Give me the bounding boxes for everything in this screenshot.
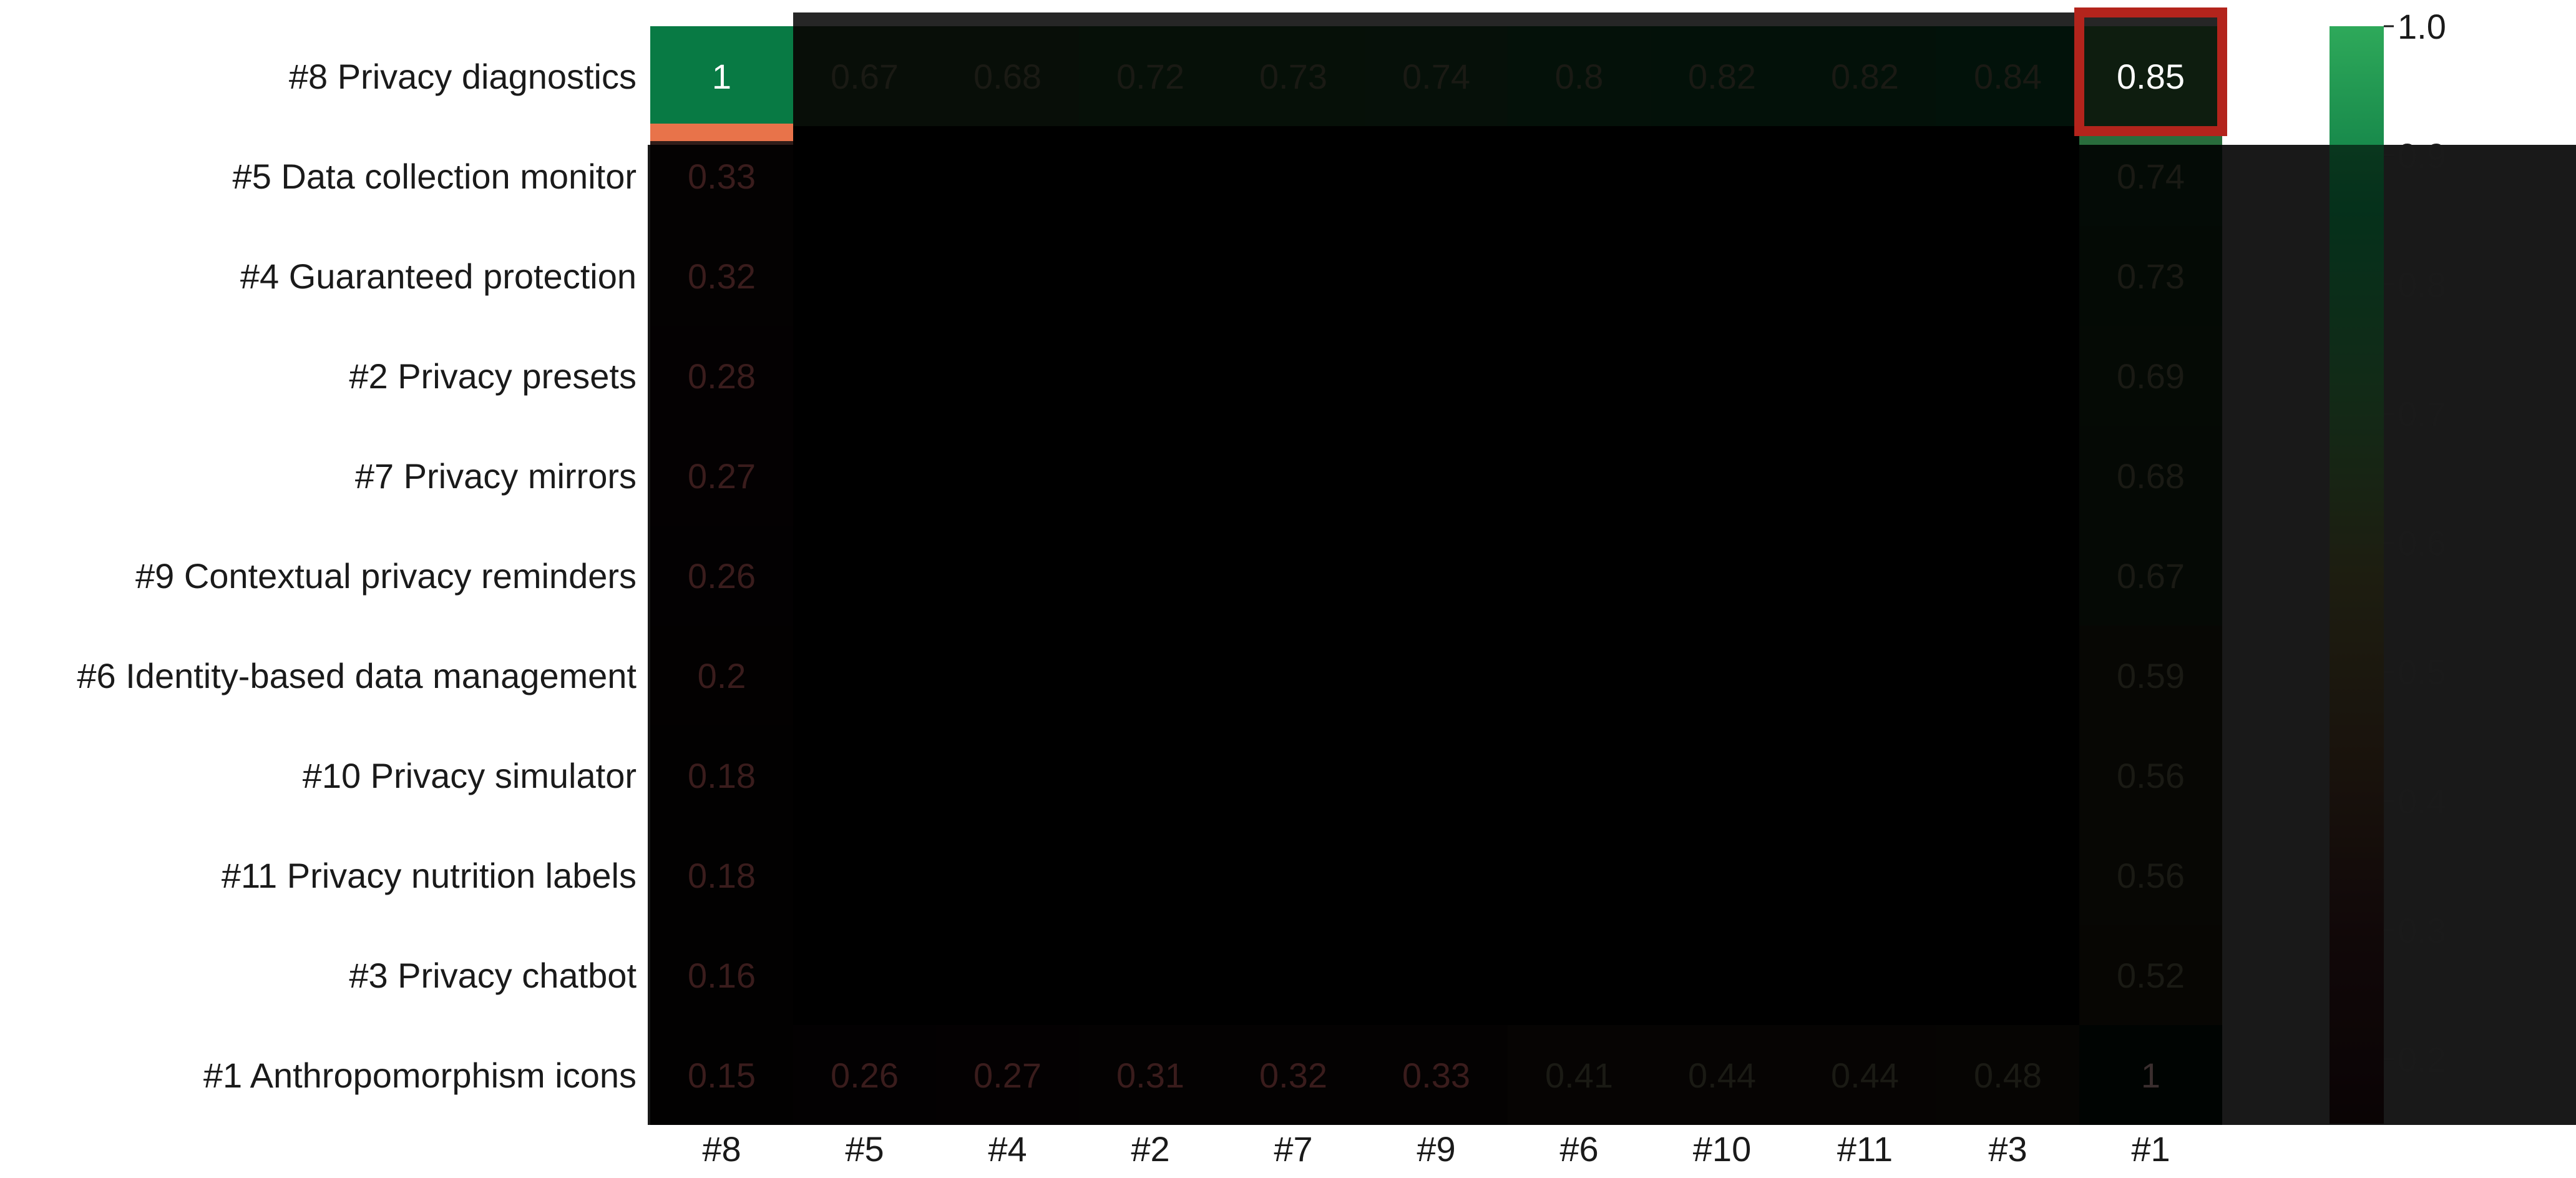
cell-value-label: 0.41 [1545,1056,1613,1095]
colorbar-tick-label: 0.5 [2398,652,2446,692]
cell-value-label: 0.69 [2117,356,2185,396]
row-label: #3 Privacy chatbot [349,956,637,995]
column-label: #2 [1131,1129,1169,1169]
cell-value-label: 0.85 [2117,57,2185,96]
row-label: #5 Data collection monitor [233,157,637,196]
cell-value-label: 0.59 [2117,656,2185,695]
cell-value-label: 0.26 [831,1056,899,1095]
column-labels: #8 #5 #4 #2 #7 #9 #6 #10 #11 #3 #1 [702,1129,2170,1169]
cell-value-label: 0.32 [688,257,756,296]
cell-value-label: 0.72 [1116,57,1184,96]
row-label: #8 Privacy diagnostics [289,57,637,96]
cell-value-label: 0.67 [831,57,899,96]
cell-value-label: 0.84 [1974,57,2042,96]
column-label: #3 [1988,1129,2027,1169]
cell-value-label: 0.27 [973,1056,1042,1095]
cell-value-label: 0.18 [688,856,756,895]
column-label: #4 [988,1129,1027,1169]
row-label: #9 Contextual privacy reminders [135,556,637,596]
cell-value-label: 0.15 [688,1056,756,1095]
column-label: #9 [1417,1129,1455,1169]
cell-value-label: 0.27 [688,456,756,496]
colorbar-tick-label: 0.6 [2398,523,2446,562]
cell-value-label: 0.2 [698,656,746,695]
dark-overlay [793,126,2079,988]
row-labels: #8 Privacy diagnostics #5 Data collection… [77,57,637,1095]
dark-overlays [648,12,2576,1125]
column-label: #6 [1559,1129,1598,1169]
colorbar-tick-label: 0.8 [2398,265,2446,305]
cell-value-label: 0.18 [688,756,756,795]
row-label: #4 Guaranteed protection [240,257,637,296]
cell-value-label: 0.16 [688,956,756,995]
highlight-layer [2074,7,2227,136]
column-label: #8 [702,1129,741,1169]
column-label: #11 [1837,1129,1893,1169]
row-label: #7 Privacy mirrors [355,456,637,496]
row-label: #6 Identity-based data management [77,656,637,695]
highlight-border [2074,7,2227,136]
cell-value-label: 0.52 [2117,956,2185,995]
heatmap-cell [650,26,793,126]
colorbar-tick-label: 0.7 [2398,394,2446,433]
cell-value-label: 0.44 [1688,1056,1756,1095]
cell-value-label: 0.28 [688,356,756,396]
row-label: #10 Privacy simulator [303,756,637,795]
cell-value-label: 0.33 [1402,1056,1470,1095]
cell-value-label: 0.68 [973,57,1042,96]
cell-value-label: 0.8 [1555,57,1604,96]
colorbar-tick-label: 0.3 [2398,911,2446,950]
cell-value-label: 0.56 [2117,756,2185,795]
cell-value-label: 0.32 [1259,1056,1327,1095]
cell-value-label: 0.44 [1831,1056,1899,1095]
cell-value-label: 0.82 [1688,57,1756,96]
cell-value-label: 1 [712,57,731,96]
column-label: #1 [2131,1129,2170,1169]
colorbar-tick-label: 0.4 [2398,782,2446,821]
colorbar-overlay [2330,145,2384,1124]
cell-value-label: 1 [2141,1056,2160,1095]
dark-overlay [793,12,2222,126]
column-label: #10 [1693,1129,1751,1169]
column-label: #5 [845,1129,884,1169]
column-label: #7 [1274,1129,1312,1169]
cell-value-label: 0.56 [2117,856,2185,895]
cell-value-label: 0.74 [2117,157,2185,196]
cell-value-label: 0.73 [1259,57,1327,96]
cell-value-label: 0.48 [1974,1056,2042,1095]
row-label: #1 Anthropomorphism icons [203,1056,637,1095]
accent-strip [650,124,793,141]
cell-value-label: 0.33 [688,157,756,196]
cell-value-label: 0.68 [2117,456,2185,496]
cell-value-label: 0.31 [1116,1056,1184,1095]
cell-value-label: 0.73 [2117,257,2185,296]
cell-value-label: 0.74 [1402,57,1470,96]
cell-value-labels: 1 0.67 0.68 0.72 0.73 0.74 0.8 0.82 0.82 0.84 0.85… [688,57,2185,1095]
cell-value-label: 0.67 [2117,556,2185,596]
colorbar-tick-label: 0.2 [2398,1040,2446,1079]
cell-value-label: 0.26 [688,556,756,596]
colorbar: 1.0 0.9 0.8 0.7 0.6 0.5 0.4 0.3 0.2 [2330,7,2446,1124]
colorbar-tick-label: 1.0 [2398,7,2446,46]
row-label: #2 Privacy presets [349,356,637,396]
colorbar-tick-label: 0.9 [2398,136,2446,175]
cell-value-label: 0.82 [1831,57,1899,96]
row-label: #11 Privacy nutrition labels [222,856,637,895]
